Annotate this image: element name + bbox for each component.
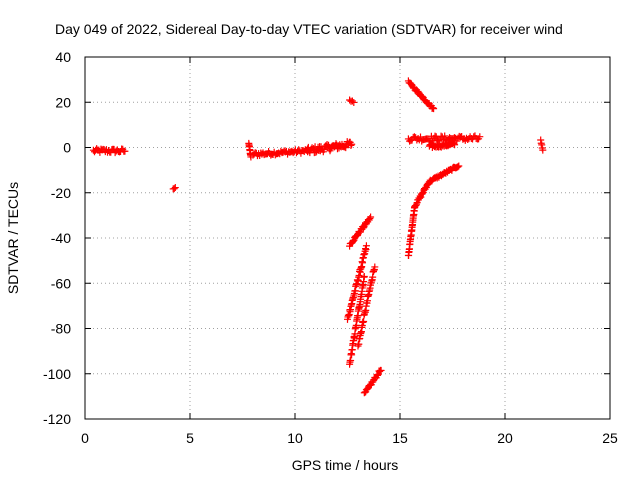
y-tick-label: -60 [51, 275, 71, 291]
data-point-rise-b [413, 200, 421, 208]
data-point-rise-b [417, 193, 425, 201]
data-point-band-10-12.7 [348, 140, 356, 148]
data-point-flat-15.4-18.8 [431, 132, 439, 140]
data-point-flat-15.4-18.8 [435, 137, 443, 145]
data-point-descent-e [374, 371, 382, 379]
y-tick-label: 40 [55, 49, 71, 65]
data-point-slope-15.4 [429, 104, 437, 112]
data-point-flat-15.4-18.8 [476, 133, 484, 141]
data-point-flat-16.4-17.6 [450, 139, 458, 147]
data-point-rise-b [419, 189, 427, 197]
data-point-point-12.7 [348, 97, 356, 105]
data-point-descent-a [349, 237, 357, 245]
data-point-early-cluster [121, 147, 129, 155]
data-point-point-21.7 [539, 146, 547, 154]
y-axis-label: SDTVAR / TECUs [5, 182, 21, 294]
x-tick-label: 15 [392, 430, 408, 446]
x-tick-label: 5 [186, 430, 194, 446]
x-axis-label: GPS time / hours [292, 457, 399, 473]
data-point-band-10-12.7 [341, 142, 349, 150]
data-point-flat-15.4-18.8 [441, 132, 449, 140]
data-point-descent-e [376, 368, 384, 376]
data-point-isolated-4h [170, 185, 178, 193]
y-tick-label: -20 [51, 185, 71, 201]
data-point-descent-a [366, 215, 374, 223]
y-tick-label: 0 [63, 140, 71, 156]
y-tick-label: -40 [51, 230, 71, 246]
data-point-slope-15.4 [414, 87, 422, 95]
data-point-descent-b [362, 242, 370, 250]
x-tick-label: 25 [602, 430, 618, 446]
x-tick-label: 0 [81, 430, 89, 446]
data-point-descent-e [377, 366, 385, 374]
data-point-descent-c [360, 272, 368, 280]
data-point-descent-a [367, 213, 375, 221]
data-point-isolated-4h [171, 184, 179, 192]
data-point-descent-a [365, 216, 373, 224]
data-point-band-10-12.7 [342, 144, 350, 152]
grid-layer [85, 57, 610, 419]
data-point-rise-c [454, 163, 462, 171]
data-point-descent-d [371, 263, 379, 271]
data-marks [89, 77, 547, 397]
data-point-slope-15.4 [418, 92, 426, 100]
data-point-point-12.7 [350, 98, 358, 106]
data-point-flat-15.4-18.8 [432, 133, 440, 141]
data-point-rise-c [455, 162, 463, 170]
data-point-flat-16.4-17.6 [451, 141, 459, 149]
data-point-descent-d [360, 318, 368, 326]
chart-title: Day 049 of 2022, Sidereal Day-to-day VTE… [55, 21, 563, 37]
data-point-band-10-12.7 [347, 141, 355, 149]
axis-ticks [84, 56, 611, 420]
y-tick-labels: 40 20 0 -20 -40 -60 -80 -100 -120 [43, 49, 71, 427]
data-point-rise-b [418, 190, 426, 198]
y-tick-label: 20 [55, 94, 71, 110]
data-point-slope-15.4 [430, 105, 438, 113]
x-tick-label: 20 [497, 430, 513, 446]
y-tick-label: -100 [43, 366, 71, 382]
x-tick-label: 10 [287, 430, 303, 446]
x-tick-labels: 0 5 10 15 20 25 [81, 430, 618, 446]
y-tick-label: -80 [51, 321, 71, 337]
y-tick-label: -120 [43, 411, 71, 427]
